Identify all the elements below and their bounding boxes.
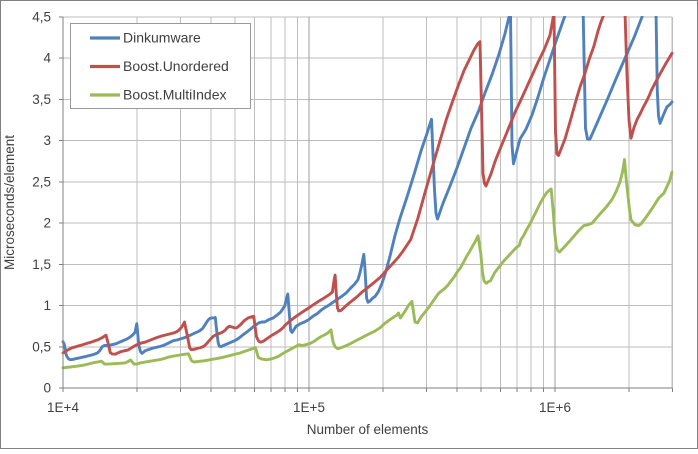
svg-text:1,5: 1,5 [32, 257, 51, 272]
svg-text:2: 2 [43, 216, 51, 231]
svg-text:2,5: 2,5 [32, 174, 51, 189]
svg-text:3: 3 [43, 133, 51, 148]
svg-text:Boost.MultiIndex: Boost.MultiIndex [123, 87, 227, 103]
svg-text:3,5: 3,5 [32, 92, 51, 107]
svg-text:Number of elements: Number of elements [307, 422, 429, 437]
svg-text:Microseconds/element: Microseconds/element [2, 135, 17, 270]
svg-text:1E+4: 1E+4 [47, 400, 79, 415]
svg-text:0,5: 0,5 [32, 339, 51, 354]
svg-text:1E+5: 1E+5 [293, 400, 325, 415]
svg-text:4: 4 [43, 51, 51, 66]
svg-text:Boost.Unordered: Boost.Unordered [123, 58, 229, 74]
svg-text:4,5: 4,5 [32, 10, 51, 25]
svg-text:0: 0 [43, 381, 51, 396]
svg-text:Dinkumware: Dinkumware [123, 30, 201, 46]
svg-text:1E+6: 1E+6 [539, 400, 571, 415]
svg-text:1: 1 [43, 298, 51, 313]
